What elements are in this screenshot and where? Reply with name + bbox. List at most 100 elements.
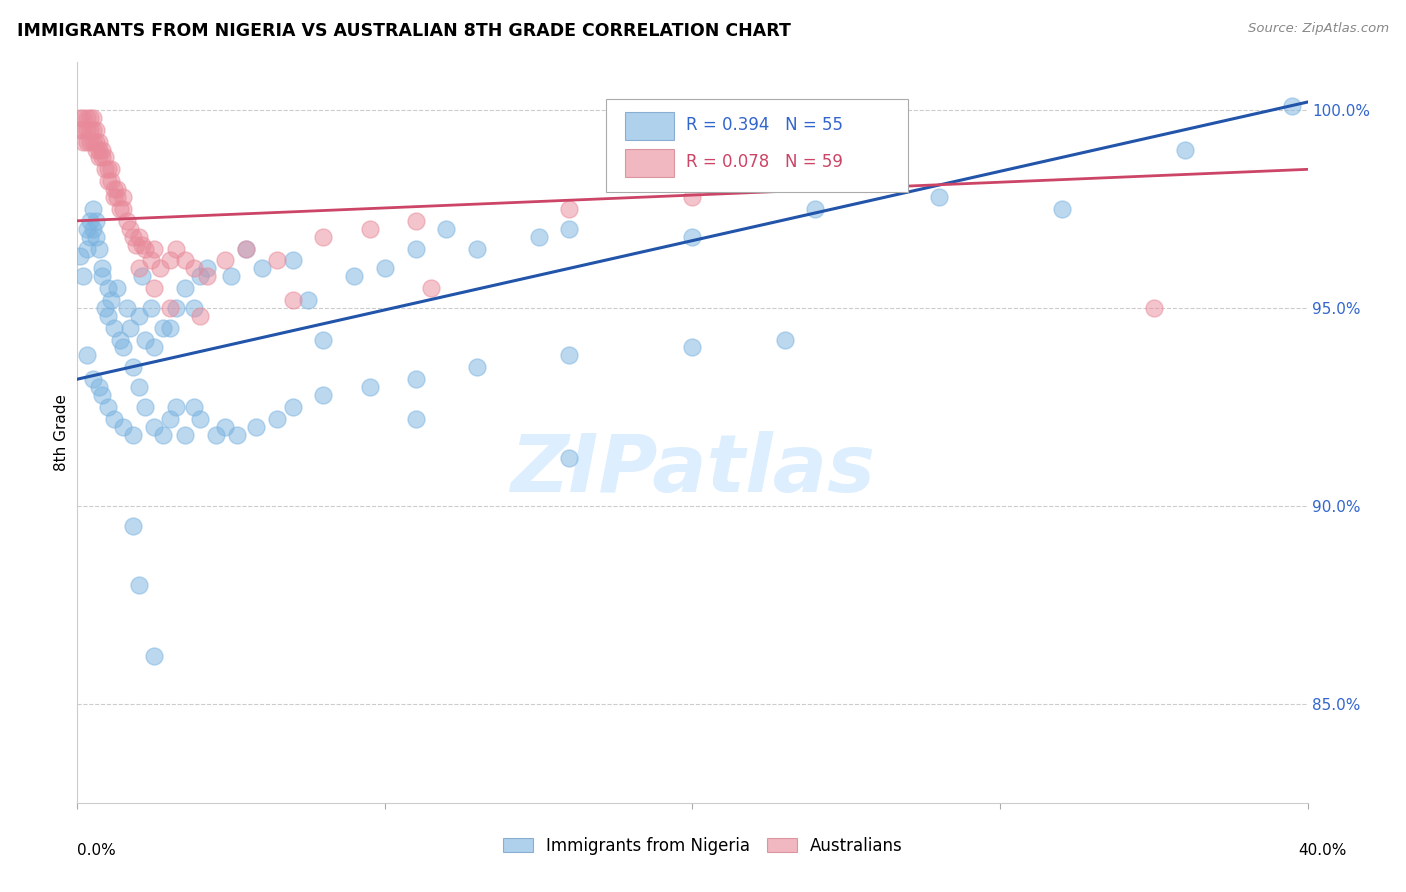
- Point: [128, 261, 150, 276]
- Point: [82, 372, 104, 386]
- Point: [245, 419, 267, 434]
- Point: [90, 261, 114, 276]
- Point: [87, 242, 110, 256]
- Point: [84, 143, 107, 157]
- Point: [128, 229, 150, 244]
- Point: [87, 143, 110, 157]
- Point: [94, 162, 117, 177]
- Point: [281, 253, 304, 268]
- Point: [152, 427, 174, 442]
- Point: [174, 253, 197, 268]
- Point: [121, 229, 143, 244]
- Point: [558, 202, 581, 216]
- Point: [103, 190, 125, 204]
- Point: [72, 269, 94, 284]
- Point: [115, 301, 138, 315]
- Point: [773, 333, 796, 347]
- Point: [76, 135, 98, 149]
- Text: Source: ZipAtlas.com: Source: ZipAtlas.com: [1249, 22, 1389, 36]
- Point: [195, 261, 218, 276]
- Point: [188, 269, 212, 284]
- Point: [405, 372, 427, 386]
- FancyBboxPatch shape: [606, 99, 908, 192]
- Point: [94, 151, 117, 165]
- Point: [928, 190, 950, 204]
- Point: [174, 281, 197, 295]
- Text: 40.0%: 40.0%: [1299, 843, 1347, 858]
- Point: [110, 202, 132, 216]
- Point: [134, 400, 156, 414]
- Point: [804, 202, 827, 216]
- Point: [420, 281, 443, 295]
- Point: [76, 348, 98, 362]
- Point: [112, 341, 135, 355]
- Point: [281, 293, 304, 307]
- Point: [118, 320, 141, 334]
- Point: [128, 380, 150, 394]
- Point: [82, 202, 104, 216]
- Point: [436, 221, 458, 235]
- Point: [149, 261, 172, 276]
- Point: [183, 301, 205, 315]
- Point: [165, 242, 187, 256]
- Point: [97, 309, 120, 323]
- Point: [1174, 143, 1197, 157]
- Point: [79, 214, 101, 228]
- Point: [97, 281, 120, 295]
- Text: R = 0.394   N = 55: R = 0.394 N = 55: [686, 116, 844, 135]
- Point: [82, 221, 104, 235]
- Point: [115, 214, 138, 228]
- Point: [312, 229, 335, 244]
- Point: [297, 293, 319, 307]
- Bar: [624, 149, 673, 178]
- Point: [97, 400, 120, 414]
- Point: [1281, 99, 1303, 113]
- Point: [465, 360, 488, 375]
- Point: [405, 214, 427, 228]
- Point: [72, 122, 94, 136]
- Legend: Immigrants from Nigeria, Australians: Immigrants from Nigeria, Australians: [496, 830, 910, 862]
- Point: [87, 151, 110, 165]
- Point: [159, 320, 181, 334]
- Point: [105, 182, 128, 196]
- Point: [112, 202, 135, 216]
- Text: R = 0.078   N = 59: R = 0.078 N = 59: [686, 153, 844, 171]
- Point: [82, 111, 104, 125]
- Point: [90, 151, 114, 165]
- Point: [79, 111, 101, 125]
- Point: [121, 518, 143, 533]
- Point: [128, 578, 150, 592]
- Point: [76, 122, 98, 136]
- Point: [90, 388, 114, 402]
- Point: [76, 242, 98, 256]
- Point: [103, 411, 125, 425]
- Point: [84, 229, 107, 244]
- Point: [465, 242, 488, 256]
- Point: [266, 411, 288, 425]
- Point: [100, 162, 122, 177]
- Point: [100, 293, 122, 307]
- Point: [152, 320, 174, 334]
- Point: [682, 190, 704, 204]
- Point: [183, 400, 205, 414]
- Point: [69, 111, 91, 125]
- Point: [359, 221, 381, 235]
- Text: 0.0%: 0.0%: [77, 843, 117, 858]
- Point: [125, 237, 148, 252]
- Point: [131, 237, 153, 252]
- Point: [103, 182, 125, 196]
- Point: [214, 419, 236, 434]
- Point: [558, 221, 581, 235]
- Point: [558, 348, 581, 362]
- Point: [165, 301, 187, 315]
- Point: [374, 261, 396, 276]
- Bar: [624, 112, 673, 140]
- Point: [250, 261, 273, 276]
- Point: [226, 427, 249, 442]
- Point: [103, 320, 125, 334]
- Point: [204, 427, 226, 442]
- Point: [141, 301, 163, 315]
- Point: [90, 269, 114, 284]
- Point: [76, 111, 98, 125]
- Point: [188, 309, 212, 323]
